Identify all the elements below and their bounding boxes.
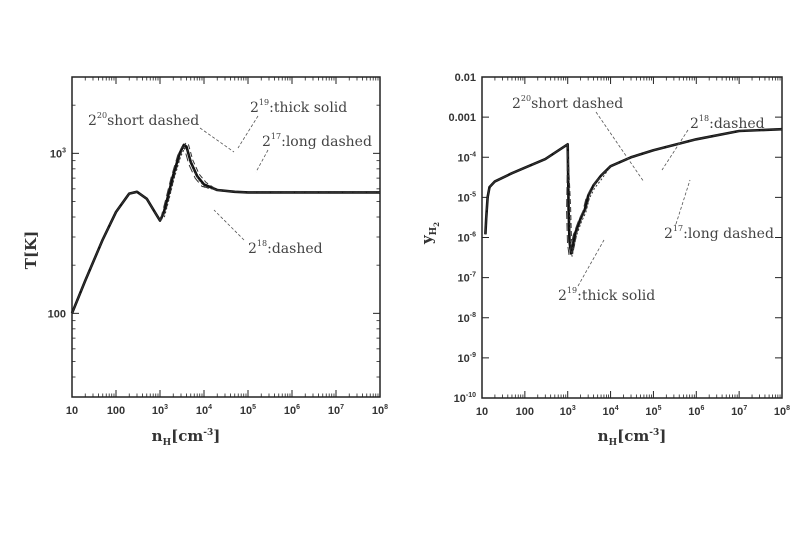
- right-y-tick-label: 0.01: [455, 72, 476, 84]
- right-variant-line-2: [484, 128, 783, 257]
- right-y-tick-label: 10-5: [458, 191, 477, 204]
- right-ticks: 10 100 103 104 105 106 107 108 10-10 10-9 10-8 10-7…: [448, 72, 790, 418]
- right-y-axis-title: yH2: [418, 222, 441, 245]
- right-y-tick-label: 10-10: [454, 392, 476, 405]
- left-x-tick-label: 103: [152, 404, 168, 417]
- left-variant-line-1: [71, 146, 380, 314]
- right-leader-2-17: [675, 179, 691, 225]
- left-x-tick-label: 100: [107, 405, 125, 417]
- left-annot-2-19: 219:thick solid: [250, 98, 347, 116]
- right-y-tick-label: 10-4: [458, 151, 477, 164]
- left-y-tick-label: 100: [48, 308, 66, 320]
- left-x-tick-label: 108: [372, 404, 388, 417]
- left-x-tick-label: 106: [284, 404, 300, 417]
- left-y-tick-label: 103: [50, 147, 66, 160]
- left-leader-2-20: [199, 127, 235, 153]
- left-x-tick-label: 104: [196, 404, 212, 417]
- left-series-line: [70, 143, 380, 314]
- left-annot-2-17: 217:long dashed: [262, 132, 372, 150]
- h2-fraction-panel: 10 100 103 104 105 106 107 108 10-10 10-9 10-8 10-7…: [418, 72, 790, 448]
- left-x-axis-title: nH[cm-3]: [152, 427, 221, 448]
- left-x-tick-label: 10: [66, 405, 78, 417]
- left-leader-2-17: [255, 149, 269, 173]
- right-leader-2-20: [595, 111, 645, 183]
- right-y-tick-label: 0.001: [448, 112, 476, 124]
- right-x-tick-label: 105: [645, 405, 661, 418]
- left-x-tick-label: 105: [240, 404, 256, 417]
- right-y-tick-label: 10-8: [458, 312, 477, 325]
- right-annot-2-19: 219:thick solid: [558, 286, 655, 304]
- right-x-tick-label: 107: [731, 405, 747, 418]
- left-y-axis-title: T[K]: [22, 231, 40, 269]
- left-ticks: 10 100 103 104 105 106 107 108 100 103: [48, 76, 388, 417]
- right-curves: [484, 127, 783, 257]
- right-x-axis-title: nH[cm-3]: [598, 427, 667, 448]
- right-annot-2-20: 220short dashed: [512, 94, 623, 112]
- left-variant-line-0: [71, 142, 380, 314]
- right-annot-2-17: 217:long dashed: [664, 224, 774, 242]
- right-x-tick-label: 108: [774, 405, 790, 418]
- right-leader-2-19: [577, 239, 605, 287]
- left-annotations: 220short dashed 219:thick solid 217:long…: [88, 98, 372, 257]
- right-y-tick-label: 10-6: [458, 232, 477, 245]
- right-x-tick-label: 104: [602, 405, 618, 418]
- right-annot-2-18: 218:dashed: [690, 114, 765, 132]
- left-annot-2-20: 220short dashed: [88, 111, 199, 129]
- left-leader-2-18: [213, 209, 245, 241]
- right-leader-2-18: [661, 129, 689, 171]
- temperature-panel: 10 100 103 104 105 106 107 108 100 103 T[K] nH[cm…: [22, 76, 388, 448]
- right-annotations: 220short dashed 218:dashed 217:long dash…: [512, 94, 774, 304]
- right-x-tick-label: 103: [560, 405, 576, 418]
- left-x-tick-label: 107: [328, 404, 344, 417]
- right-y-tick-label: 10-7: [458, 272, 477, 285]
- right-x-tick-label: 100: [516, 406, 534, 418]
- right-x-tick-label: 10: [476, 406, 488, 418]
- right-x-tick-label: 106: [688, 405, 704, 418]
- left-variant-line-2: [71, 147, 380, 314]
- left-curves: [70, 142, 380, 314]
- right-y-tick-label: 10-9: [458, 352, 477, 365]
- left-annot-2-18: 218:dashed: [248, 239, 323, 257]
- left-leader-2-19: [237, 115, 259, 149]
